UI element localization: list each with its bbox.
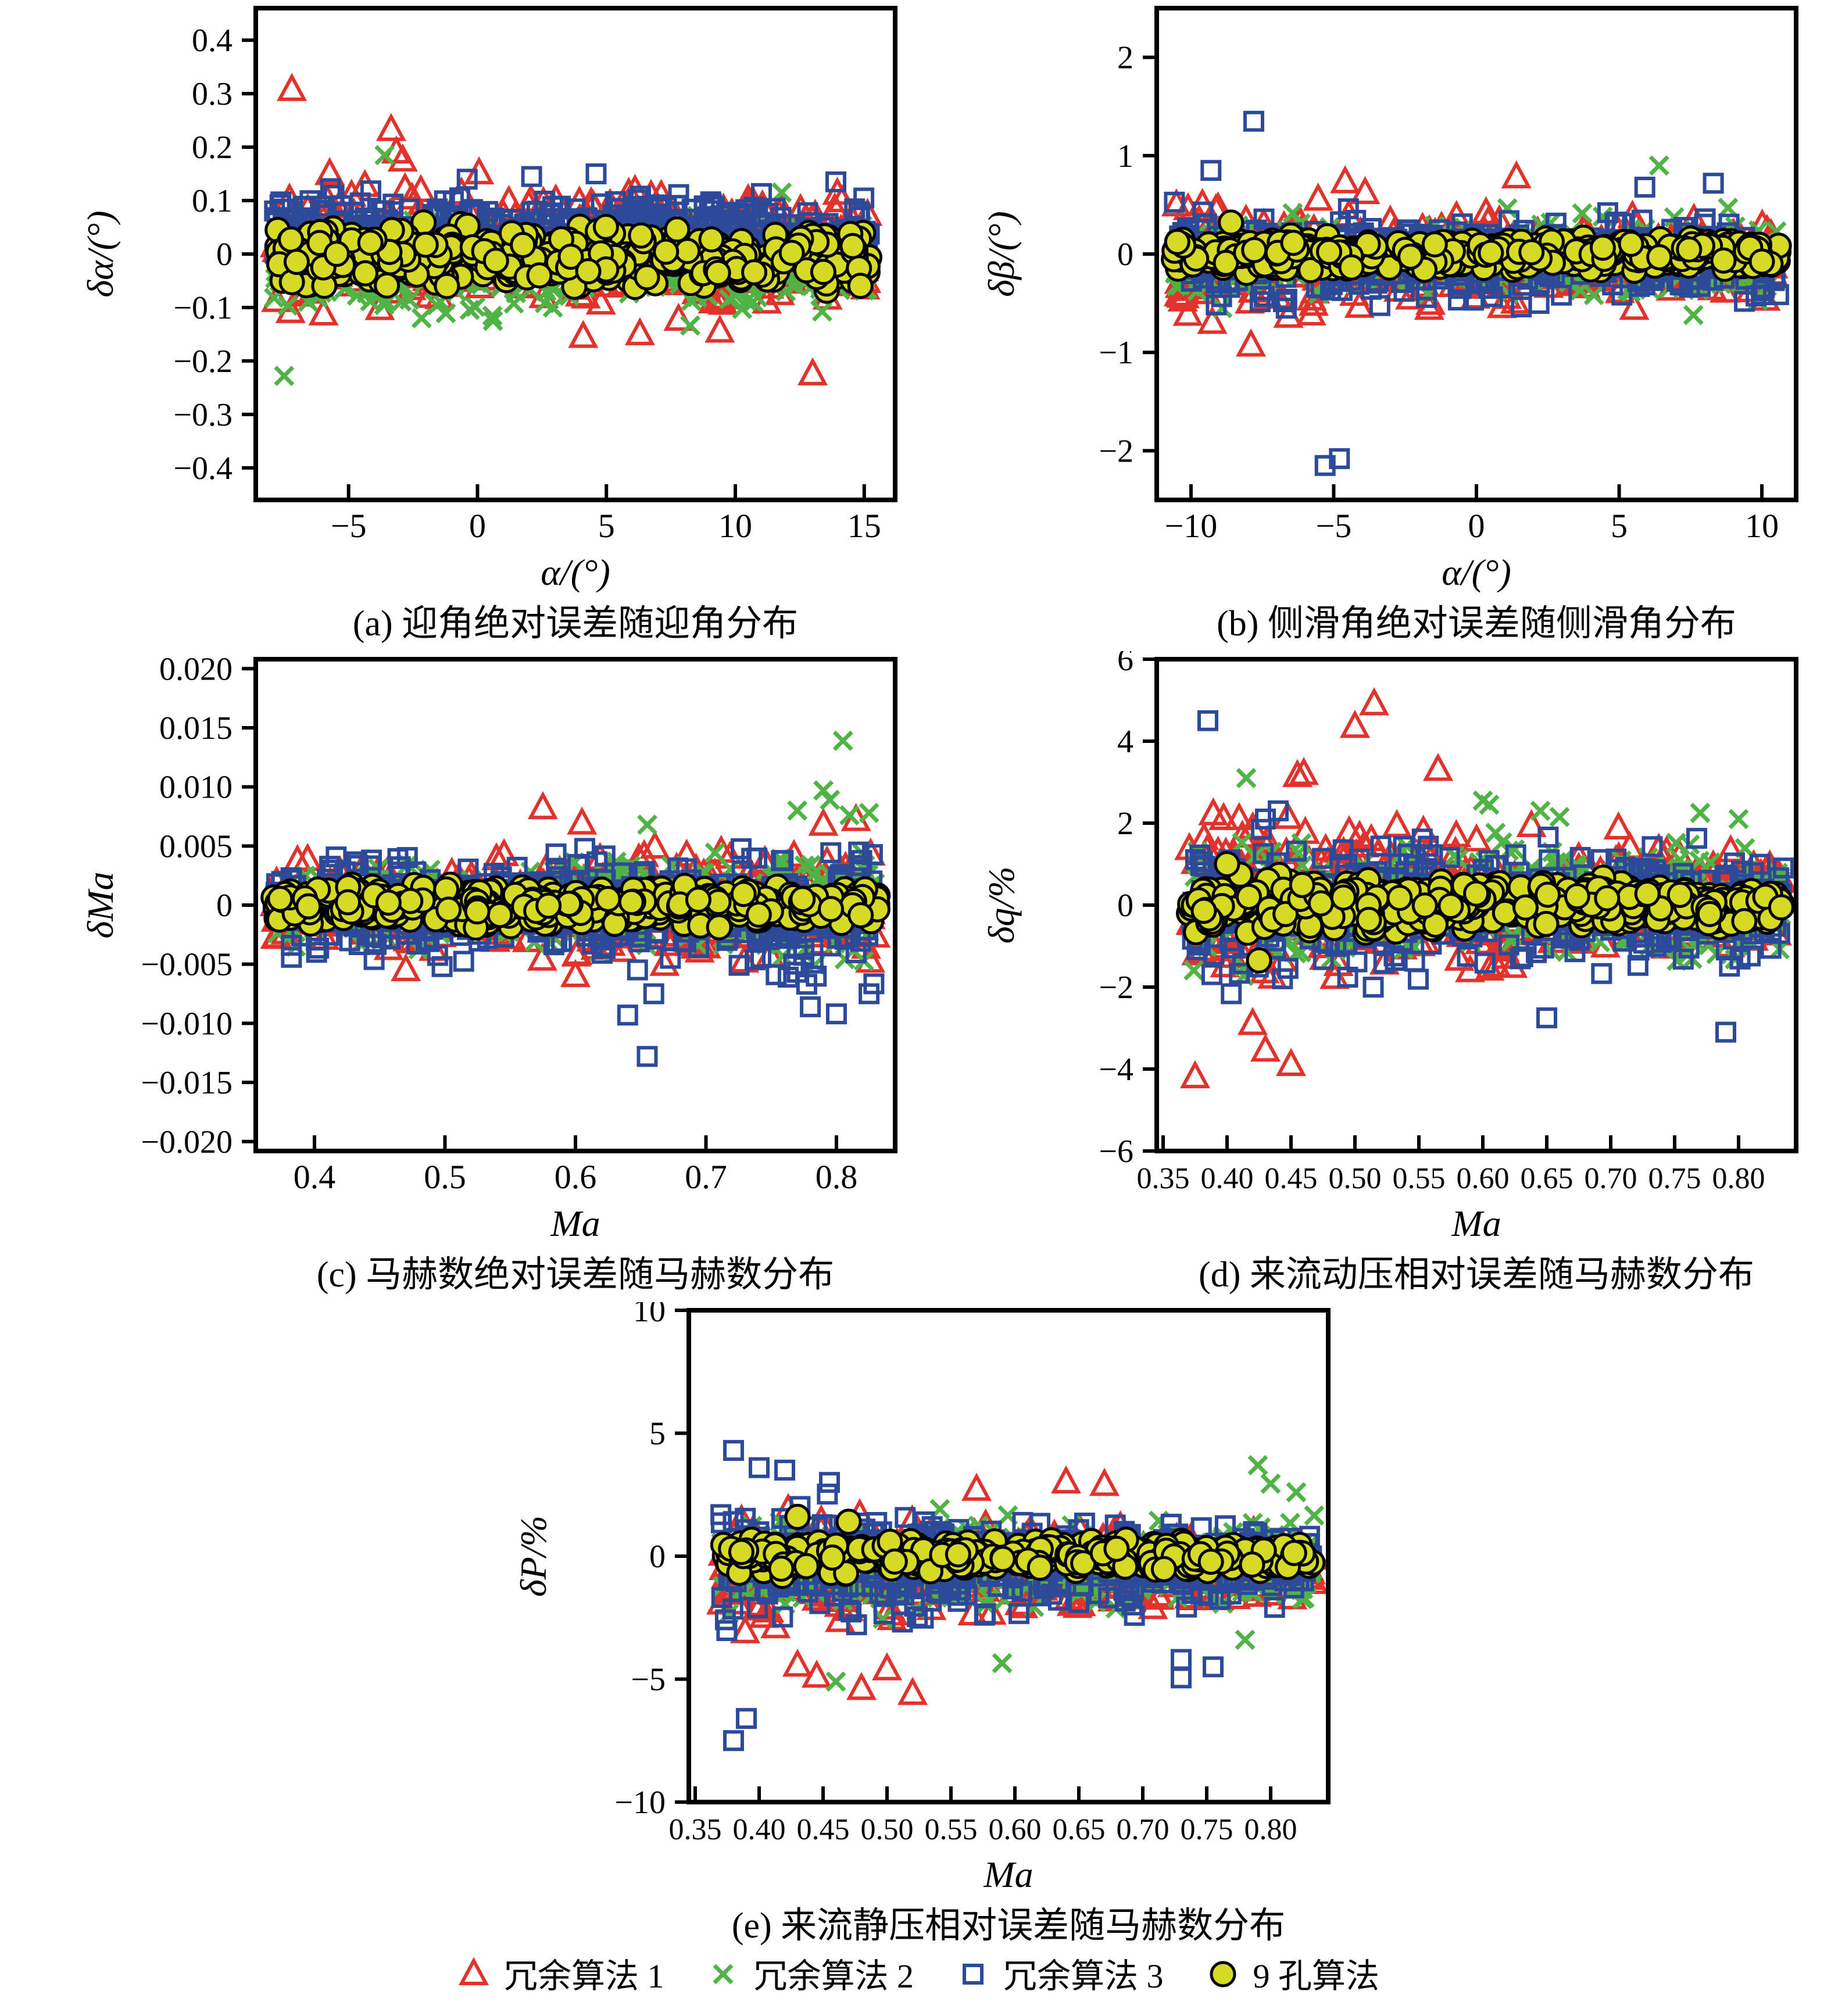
svg-text:0.7: 0.7 (685, 1158, 727, 1196)
svg-text:0: 0 (1117, 237, 1133, 273)
svg-text:10: 10 (1745, 507, 1779, 545)
green-x-icon (713, 1964, 734, 1985)
svg-text:−0.1: −0.1 (173, 290, 233, 326)
chart-a-canvas: −5 0 5 10 15 −0.4 −0.3 −0.2 −0.1 0 0.1 0.2 0.3 0.4 α/(… (80, 6, 897, 593)
plot-b: −10 −5 0 5 10 −2 −1 0 1 2 α/(°) δβ/(°) (b) 侧滑角绝对误差随… (977, 0, 1819, 646)
svg-text:0.020: 0.020 (159, 651, 233, 687)
svg-text:2: 2 (1117, 40, 1133, 76)
chart-d-canvas: 0.35 0.40 0.45 0.50 0.55 0.60 0.65 0.70 0.75 0.80… (981, 651, 1798, 1244)
svg-text:5: 5 (1611, 507, 1628, 545)
legend-label-algorithm-2: 冗余算法 2 (753, 1957, 914, 1995)
legend-item-nine-hole: 9 孔算法 (1201, 1949, 1380, 1997)
svg-text:δMa: δMa (80, 871, 121, 938)
svg-text:0.005: 0.005 (159, 828, 233, 864)
legend-item-algorithm-1: 冗余算法 1 (452, 1949, 664, 1997)
svg-text:10: 10 (718, 507, 752, 545)
plot-b-caption: (b) 侧滑角绝对误差随侧滑角分布 (1217, 604, 1736, 644)
svg-text:0: 0 (216, 237, 233, 273)
svg-text:−0.2: −0.2 (173, 344, 233, 380)
svg-text:δα/(°): δα/(°) (80, 210, 121, 297)
svg-text:−0.020: −0.020 (141, 1124, 233, 1160)
plot-a: −5 0 5 10 15 −0.4 −0.3 −0.2 −0.1 0 0.1 0.2 0.3 0.4 α/(… (76, 0, 918, 646)
svg-text:0.015: 0.015 (159, 710, 233, 746)
svg-text:0.1: 0.1 (192, 183, 233, 219)
legend-item-algorithm-3: 冗余算法 3 (951, 1949, 1164, 1997)
svg-text:−0.010: −0.010 (141, 1006, 233, 1042)
plot-d: 0.35 0.40 0.45 0.50 0.55 0.60 0.65 0.70 0.75 0.80… (977, 651, 1819, 1297)
yellow-circle-icon (1210, 1961, 1236, 1988)
svg-text:0: 0 (1468, 507, 1485, 545)
svg-text:−0.015: −0.015 (141, 1065, 233, 1101)
legend-label-nine-hole: 9 孔算法 (1253, 1957, 1380, 1995)
svg-text:0.5: 0.5 (424, 1158, 466, 1196)
legend-label-algorithm-1: 冗余算法 1 (503, 1957, 664, 1995)
plot-c: 0.4 0.5 0.6 0.7 0.8 −0.020 −0.015 −0.010 −0.005 0… (76, 651, 918, 1297)
svg-text:0.010: 0.010 (159, 770, 233, 806)
svg-text:−0.4: −0.4 (173, 451, 233, 487)
svg-text:−5: −5 (1316, 507, 1352, 545)
svg-text:−0.3: −0.3 (173, 397, 233, 433)
chart-e-canvas: 0.35 0.40 0.45 0.50 0.55 0.60 0.65 0.70 0.75 0.80… (513, 1302, 1331, 1895)
svg-text:0: 0 (216, 888, 233, 924)
plot-d-caption: (d) 来流动压相对误差随马赫数分布 (1199, 1255, 1754, 1295)
legend: 冗余算法 1 冗余算法 2 冗余算法 3 9 孔算法 (0, 1949, 1831, 1997)
svg-text:0.3: 0.3 (192, 76, 233, 112)
svg-text:0.6: 0.6 (555, 1158, 597, 1196)
svg-text:−1: −1 (1099, 335, 1133, 371)
red-triangle-icon (458, 1957, 489, 1985)
plot-c-caption: (c) 马赫数绝对误差随马赫数分布 (316, 1255, 835, 1295)
svg-text:−2: −2 (1099, 433, 1133, 469)
plot-e: 0.35 0.40 0.45 0.50 0.55 0.60 0.65 0.70 0.75 0.80… (509, 1302, 1351, 1949)
plot-a-caption: (a) 迎角绝对误差随迎角分布 (352, 604, 799, 644)
legend-label-algorithm-3: 冗余算法 3 (1003, 1957, 1164, 1995)
svg-text:5: 5 (598, 507, 615, 545)
svg-text:Ma: Ma (550, 1203, 600, 1244)
blue-square-icon (963, 1964, 984, 1985)
svg-text:δβ/(°): δβ/(°) (981, 211, 1022, 297)
chart-c-canvas: 0.4 0.5 0.6 0.7 0.8 −0.020 −0.015 −0.010 −0.005 0… (80, 651, 897, 1244)
svg-text:0.8: 0.8 (816, 1158, 858, 1196)
svg-text:α/(°): α/(°) (541, 552, 610, 593)
svg-text:α/(°): α/(°) (1442, 552, 1511, 593)
svg-text:−0.005: −0.005 (141, 947, 233, 983)
svg-text:0: 0 (469, 507, 486, 545)
svg-text:0.4: 0.4 (192, 23, 233, 59)
svg-text:−10: −10 (1165, 507, 1218, 545)
svg-text:1: 1 (1117, 138, 1133, 174)
legend-item-algorithm-2: 冗余算法 2 (701, 1949, 914, 1997)
svg-text:0.4: 0.4 (294, 1158, 335, 1196)
svg-text:−5: −5 (331, 507, 367, 545)
svg-text:0.2: 0.2 (192, 130, 233, 166)
plot-e-caption: (e) 来流静压相对误差随马赫数分布 (731, 1906, 1286, 1946)
svg-text:15: 15 (847, 507, 881, 545)
